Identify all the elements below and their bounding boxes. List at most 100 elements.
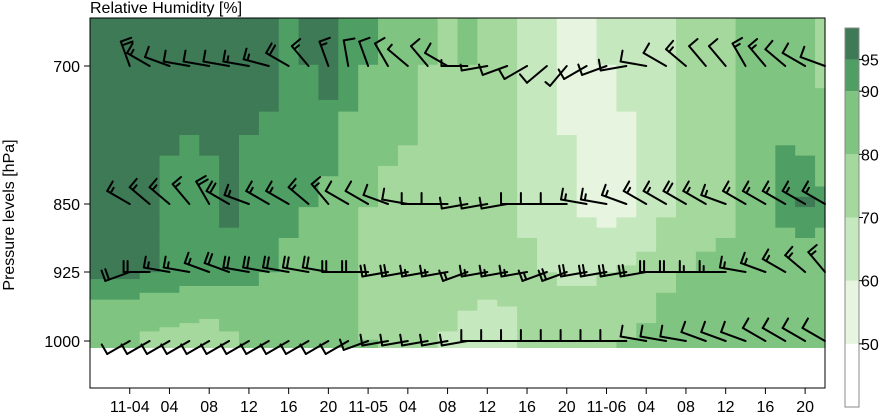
- rh-cell: [278, 327, 300, 332]
- rh-cell: [715, 99, 737, 113]
- rh-cell: [636, 64, 657, 78]
- rh-cell: [596, 306, 618, 312]
- rh-cell: [556, 323, 578, 328]
- rh-cell: [536, 41, 558, 54]
- rh-cell: [159, 310, 180, 316]
- rh-cell: [159, 299, 180, 308]
- rh-cell: [358, 165, 379, 177]
- rh-cell: [417, 207, 439, 218]
- rh-cell: [378, 323, 399, 328]
- wind-barb: [478, 264, 509, 278]
- rh-cell: [199, 76, 220, 89]
- rh-cell: [258, 88, 280, 101]
- rh-cell: [775, 99, 796, 113]
- rh-cell: [695, 343, 717, 349]
- wind-barb: [731, 36, 747, 67]
- rh-cell: [775, 111, 796, 124]
- rh-cell: [536, 155, 558, 167]
- rh-cell: [258, 53, 280, 66]
- rh-cell: [457, 238, 478, 246]
- wind-barb: [386, 43, 409, 67]
- rh-cell: [735, 292, 757, 301]
- rh-cell: [238, 196, 260, 208]
- wind-barb: [399, 264, 429, 278]
- colorbar-tick-label: 90: [861, 84, 879, 101]
- rh-cell: [497, 299, 518, 308]
- rh-cell: [417, 251, 439, 260]
- rh-cell: [437, 343, 459, 349]
- rh-cell: [90, 318, 141, 324]
- rh-cell: [90, 244, 141, 253]
- rh-cell: [775, 339, 796, 345]
- rh-cell: [338, 343, 359, 349]
- rh-cell: [576, 227, 598, 239]
- rh-cell: [278, 186, 300, 198]
- rh-cell: [517, 272, 538, 280]
- rh-cell: [258, 343, 280, 349]
- rh-cell: [298, 292, 320, 301]
- rh-cell: [477, 323, 498, 328]
- rh-cell: [656, 343, 677, 349]
- rh-cell: [417, 64, 439, 78]
- rh-cell: [715, 29, 737, 42]
- wind-barb: [539, 192, 568, 205]
- rh-cell: [90, 145, 141, 157]
- rh-cell: [735, 123, 757, 136]
- rh-cell: [219, 238, 240, 246]
- rh-cell: [676, 165, 697, 177]
- rh-cell: [298, 306, 320, 312]
- rh-cell: [437, 279, 459, 287]
- rh-cell: [556, 331, 578, 337]
- wind-barb: [688, 38, 707, 67]
- rh-cell: [90, 299, 141, 308]
- rh-cell: [695, 265, 717, 273]
- rh-cell: [795, 18, 816, 31]
- rh-cell: [556, 53, 578, 66]
- rh-cell: [199, 314, 220, 320]
- rh-cell: [417, 18, 439, 31]
- wind-barb: [142, 255, 171, 273]
- rh-cell: [715, 165, 737, 177]
- rh-cell: [656, 76, 677, 89]
- rh-cell: [715, 53, 737, 66]
- rh-cell: [219, 145, 240, 157]
- rh-cell: [417, 318, 439, 324]
- rh-cell: [397, 306, 419, 312]
- rh-cell: [497, 292, 518, 301]
- rh-cell: [497, 165, 518, 177]
- rh-cell: [755, 292, 776, 301]
- rh-cell: [536, 331, 558, 337]
- rh-cell: [616, 41, 637, 54]
- rh-cell: [676, 285, 697, 294]
- rh-cell: [397, 343, 419, 349]
- rh-cell: [477, 292, 498, 301]
- rh-cell: [199, 327, 220, 332]
- rh-cell: [676, 279, 697, 287]
- rh-cell: [258, 18, 280, 31]
- rh-cell: [358, 343, 379, 349]
- rh-cell: [775, 279, 796, 287]
- rh-cell: [536, 196, 558, 208]
- rh-cell: [695, 292, 717, 301]
- rh-cell: [358, 155, 379, 167]
- rh-cell: [358, 217, 379, 229]
- rh-cell: [815, 217, 826, 229]
- wind-barb: [373, 36, 389, 67]
- rh-cell: [596, 76, 618, 89]
- rh-cell: [735, 227, 757, 239]
- rh-cell: [278, 335, 300, 341]
- rh-cell: [576, 314, 598, 320]
- rh-cell: [139, 331, 161, 337]
- rh-cell: [775, 272, 796, 280]
- rh-cell: [258, 145, 280, 157]
- rh-cell: [636, 217, 657, 229]
- rh-cell: [318, 279, 339, 287]
- rh-cell: [497, 196, 518, 208]
- rh-cell: [397, 323, 419, 328]
- rh-cell: [378, 64, 399, 78]
- rh-cell: [258, 331, 280, 337]
- rh-cell: [318, 310, 339, 316]
- rh-cell: [417, 306, 439, 312]
- rh-cell: [815, 227, 826, 239]
- wind-barb: [599, 329, 628, 342]
